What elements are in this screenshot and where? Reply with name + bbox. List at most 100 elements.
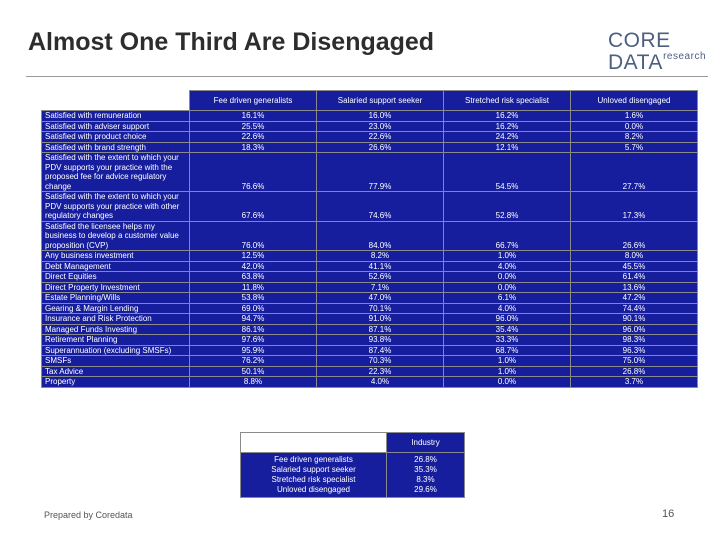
- table-row: Satisfied with brand strength 18.3% 26.6% 1…: [41, 141, 698, 153]
- table-cell: 47.2%: [570, 292, 698, 304]
- table-cell: 69.0%: [189, 302, 317, 314]
- row-label: Gearing & Margin Lending: [41, 302, 190, 314]
- table-row: SMSFs 76.2% 70.3% 1.0% 75.0%: [41, 355, 698, 367]
- table-cell: 12.1%: [443, 141, 571, 153]
- table-cell: 4.0%: [443, 260, 571, 272]
- title-divider: [26, 76, 708, 77]
- table-row: Gearing & Margin Lending 69.0% 70.1% 4.0% 74…: [41, 302, 698, 314]
- table-cell: 5.7%: [570, 141, 698, 153]
- table-cell: 23.0%: [316, 120, 444, 132]
- table-cell: 87.4%: [316, 344, 444, 356]
- industry-segment-label: Salaried support seeker: [271, 465, 356, 474]
- row-label: Satisfied with adviser support: [41, 120, 190, 132]
- table-row: Managed Funds Investing 86.1% 87.1% 35.4% 96…: [41, 323, 698, 335]
- table-cell: 97.6%: [189, 334, 317, 346]
- segment-table-header: Fee driven generalists Salaried support …: [41, 90, 698, 111]
- industry-segment-label: Fee driven generalists: [274, 455, 353, 464]
- header-stretched: Stretched risk specialist: [443, 90, 571, 111]
- table-row: Property 8.8% 4.0% 0.0% 3.7%: [41, 376, 698, 388]
- table-cell: 16.2%: [443, 110, 571, 122]
- segment-table-body: Satisfied with remuneration 16.1% 16.0% 16.…: [41, 110, 698, 388]
- row-label: Satisfied with brand strength: [41, 141, 190, 153]
- table-cell: 16.2%: [443, 120, 571, 132]
- row-label: Satisfied with product choice: [41, 131, 190, 143]
- row-label: Retirement Planning: [41, 334, 190, 346]
- table-cell: 7.1%: [316, 281, 444, 293]
- table-row: Satisfied with the extent to which your …: [41, 152, 698, 192]
- slide-title: Almost One Third Are Disengaged: [28, 28, 435, 56]
- table-cell: 86.1%: [189, 323, 317, 335]
- table-cell: 22.6%: [189, 131, 317, 143]
- table-cell: 12.5%: [189, 250, 317, 262]
- industry-table: Industry Fee driven generalists Salaried…: [240, 432, 465, 498]
- table-row: Estate Planning/Wills 53.8% 47.0% 6.1% 47.2%: [41, 292, 698, 304]
- table-row: Satisfied with product choice 22.6% 22.6% 2…: [41, 131, 698, 143]
- row-label: Direct Property Investment: [41, 281, 190, 293]
- table-row: Satisfied the licensee helps my business…: [41, 220, 698, 251]
- table-cell: 22.3%: [316, 365, 444, 377]
- table-cell: 63.8%: [189, 271, 317, 283]
- logo-wordmark: CORE DATA: [608, 29, 671, 74]
- row-label: Superannuation (excluding SMSFs): [41, 344, 190, 356]
- table-cell: 0.0%: [443, 271, 571, 283]
- table-row: Satisfied with adviser support 25.5% 23.0%…: [41, 120, 698, 132]
- table-cell: 1.0%: [443, 355, 571, 367]
- table-cell: 76.6%: [189, 152, 317, 192]
- table-cell: 45.5%: [570, 260, 698, 272]
- table-row: Retirement Planning 97.6% 93.8% 33.3% 98.3%: [41, 334, 698, 346]
- industry-table-row: Fee driven generalists Salaried support …: [240, 452, 465, 498]
- header-blank-cell: [41, 90, 190, 111]
- row-label: Satisfied the licensee helps my business…: [41, 220, 190, 251]
- table-cell: 26.6%: [316, 141, 444, 153]
- table-cell: 96.3%: [570, 344, 698, 356]
- table-cell: 8.2%: [570, 131, 698, 143]
- table-cell: 8.8%: [189, 376, 317, 388]
- row-label: Managed Funds Investing: [41, 323, 190, 335]
- row-label: Property: [41, 376, 190, 388]
- header-fee-driven: Fee driven generalists: [189, 90, 317, 111]
- table-cell: 17.3%: [570, 191, 698, 222]
- table-cell: 96.0%: [443, 313, 571, 325]
- table-row: Debt Management 42.0% 41.1% 4.0% 45.5%: [41, 260, 698, 272]
- table-cell: 18.3%: [189, 141, 317, 153]
- header-salaried: Salaried support seeker: [316, 90, 444, 111]
- table-cell: 35.4%: [443, 323, 571, 335]
- industry-share-value: 35.3%: [414, 465, 437, 474]
- row-label: Satisfied with the extent to which your …: [41, 191, 190, 222]
- table-cell: 94.7%: [189, 313, 317, 325]
- table-cell: 77.9%: [316, 152, 444, 192]
- industry-segment-list: Fee driven generalists Salaried support …: [240, 452, 387, 498]
- table-cell: 87.1%: [316, 323, 444, 335]
- table-cell: 0.0%: [443, 281, 571, 293]
- table-cell: 47.0%: [316, 292, 444, 304]
- industry-segment-label: Stretched risk specialist: [271, 475, 356, 484]
- table-cell: 68.7%: [443, 344, 571, 356]
- table-cell: 16.0%: [316, 110, 444, 122]
- row-label: Satisfied with the extent to which your …: [41, 152, 190, 192]
- table-cell: 4.0%: [443, 302, 571, 314]
- row-label: Estate Planning/Wills: [41, 292, 190, 304]
- row-label: Direct Equities: [41, 271, 190, 283]
- table-cell: 24.2%: [443, 131, 571, 143]
- table-cell: 13.6%: [570, 281, 698, 293]
- table-cell: 50.1%: [189, 365, 317, 377]
- table-cell: 3.7%: [570, 376, 698, 388]
- table-cell: 22.6%: [316, 131, 444, 143]
- footer-credit: Prepared by Coredata: [44, 510, 133, 520]
- industry-share-value: 26.8%: [414, 455, 437, 464]
- table-row: Satisfied with remuneration 16.1% 16.0% 16.…: [41, 110, 698, 122]
- core-data-logo: CORE DATA research: [608, 30, 708, 74]
- row-label: SMSFs: [41, 355, 190, 367]
- table-cell: 1.0%: [443, 365, 571, 377]
- table-cell: 76.0%: [189, 220, 317, 251]
- table-cell: 8.0%: [570, 250, 698, 262]
- table-cell: 33.3%: [443, 334, 571, 346]
- table-cell: 6.1%: [443, 292, 571, 304]
- table-cell: 66.7%: [443, 220, 571, 251]
- table-cell: 42.0%: [189, 260, 317, 272]
- table-cell: 95.9%: [189, 344, 317, 356]
- row-label: Tax Advice: [41, 365, 190, 377]
- row-label: Debt Management: [41, 260, 190, 272]
- table-cell: 41.1%: [316, 260, 444, 272]
- table-cell: 67.6%: [189, 191, 317, 222]
